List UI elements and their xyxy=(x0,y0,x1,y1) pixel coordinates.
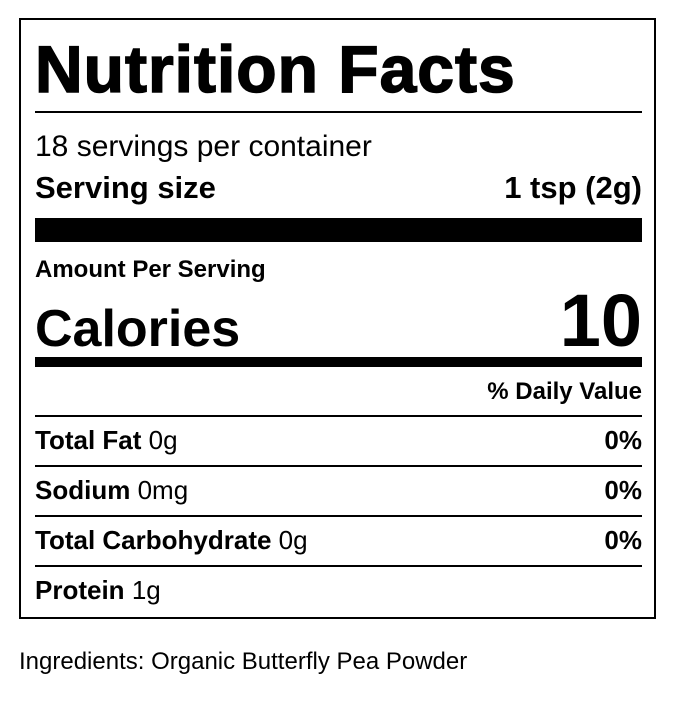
divider xyxy=(35,565,642,567)
nutrient-amount: 1g xyxy=(131,575,161,605)
nutrition-facts-label: Nutrition Facts 18 servings per containe… xyxy=(19,18,656,619)
divider xyxy=(35,465,642,467)
nutrient-row: Total Fat 0g 0% xyxy=(35,425,642,456)
daily-value-header-row: % Daily Value xyxy=(35,378,642,406)
divider xyxy=(35,515,642,517)
calories-label: Calories xyxy=(35,300,241,358)
nutrient-amount: 0g xyxy=(148,425,178,455)
divider xyxy=(35,111,642,113)
calories-row: Calories 10 xyxy=(35,278,642,363)
calories-value: 10 xyxy=(559,279,642,362)
nutrient-row: Sodium 0mg 0% xyxy=(35,475,642,506)
serving-size-value: 1 tsp (2g) xyxy=(504,170,642,205)
nutrient-daily-value: 0% xyxy=(604,525,642,555)
divider xyxy=(35,415,642,417)
nutrient-name: Sodium xyxy=(35,475,131,505)
nutrient-name: Total Carbohydrate xyxy=(35,525,272,555)
serving-size-row: Serving size 1 tsp (2g) xyxy=(35,170,642,206)
nutrient-daily-value: 0% xyxy=(604,425,642,455)
label-title: Nutrition Facts xyxy=(34,32,516,106)
thick-divider xyxy=(35,218,642,242)
nutrient-row: Protein 1g xyxy=(35,575,642,606)
medium-divider xyxy=(35,357,642,367)
nutrient-name: Protein xyxy=(35,575,125,605)
daily-value-header: % Daily Value xyxy=(487,378,642,405)
nutrient-row: Total Carbohydrate 0g 0% xyxy=(35,525,642,556)
nutrient-daily-value: 0% xyxy=(604,475,642,505)
amount-per-serving: Amount Per Serving xyxy=(35,256,266,283)
nutrient-name: Total Fat xyxy=(35,425,142,455)
nutrient-amount: 0g xyxy=(278,525,308,555)
servings-per-container: 18 servings per container xyxy=(35,130,372,163)
nutrient-amount: 0mg xyxy=(137,475,189,505)
serving-size-label: Serving size xyxy=(35,170,216,205)
ingredients: Ingredients: Organic Butterfly Pea Powde… xyxy=(19,648,468,675)
